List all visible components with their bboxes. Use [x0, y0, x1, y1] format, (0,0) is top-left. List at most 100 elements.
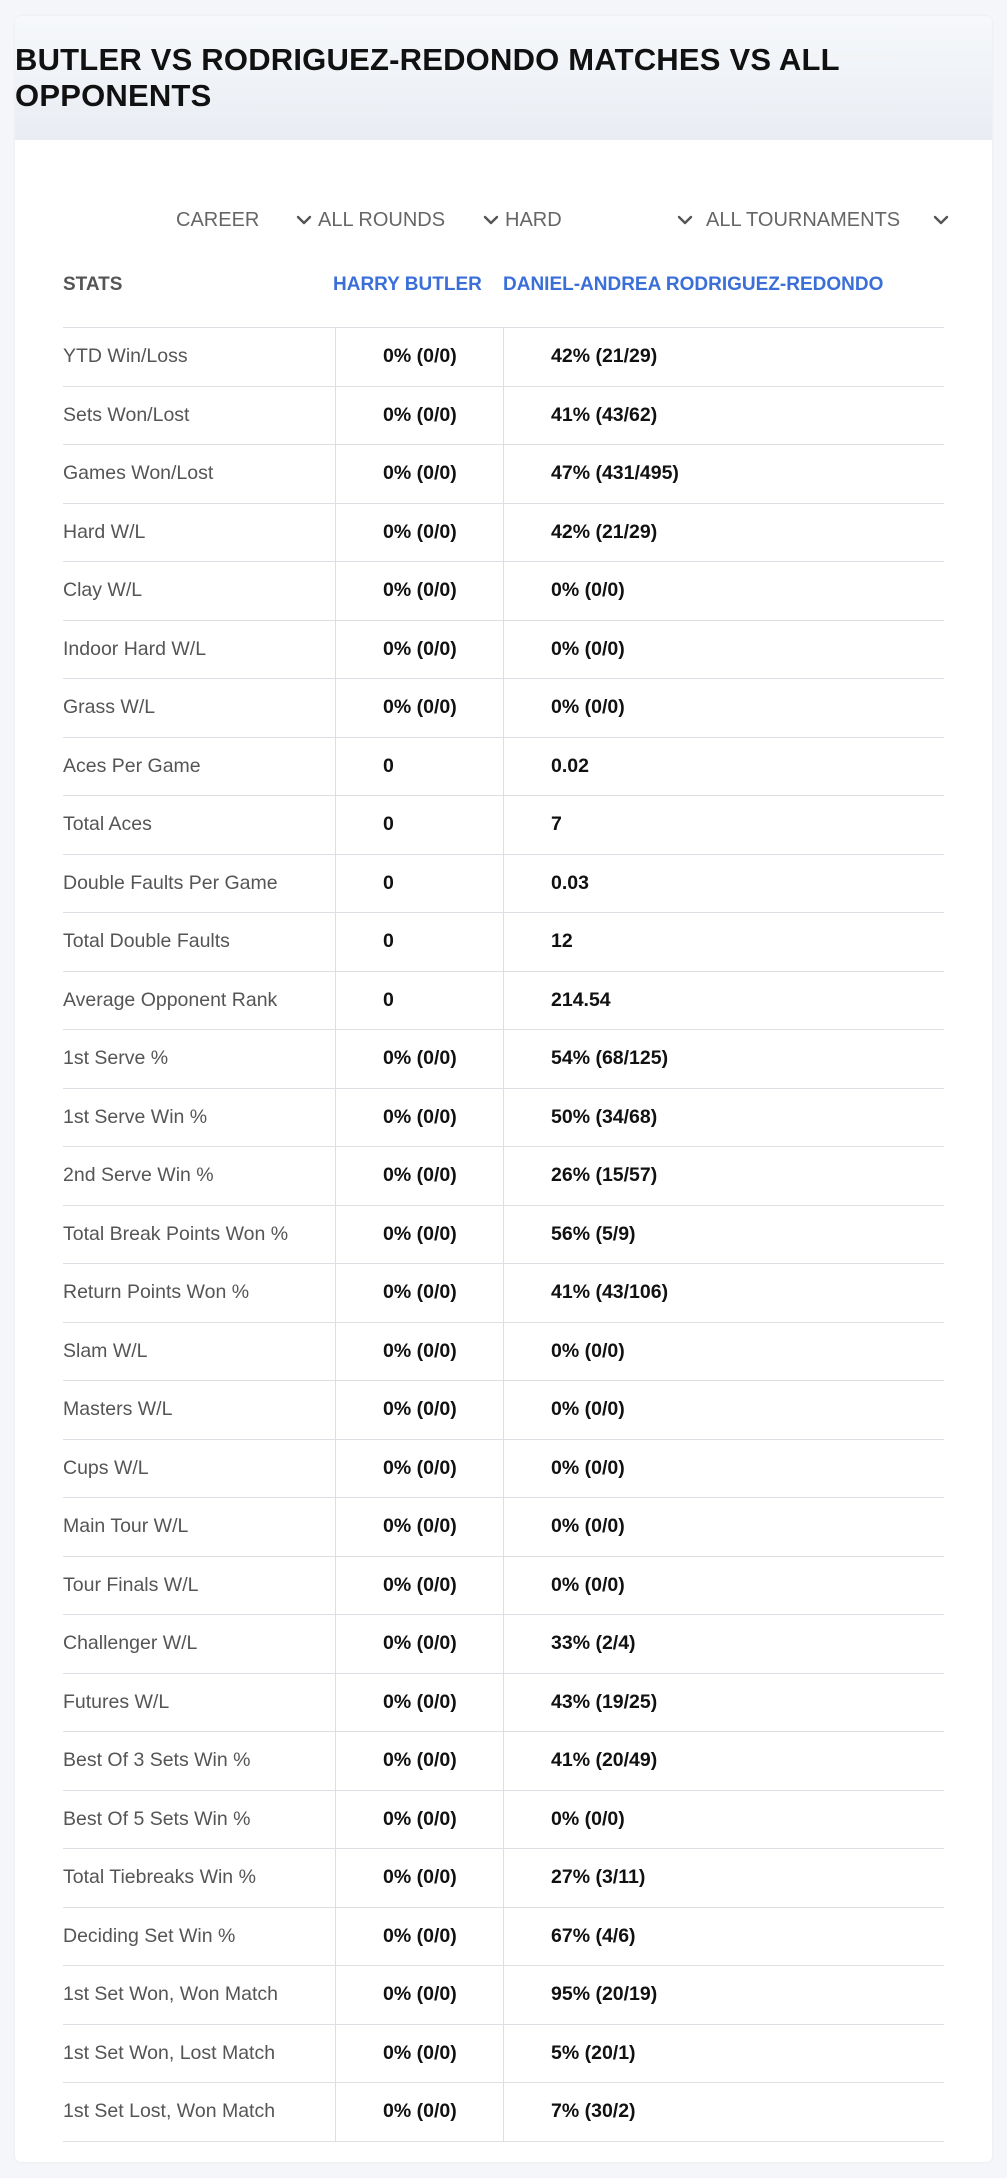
player2-value: 26% (15/57) — [503, 1147, 944, 1205]
player1-value: 0% (0/0) — [335, 1205, 503, 1263]
player2-value: 0% (0/0) — [503, 562, 944, 620]
player2-value: 0% (0/0) — [503, 1439, 944, 1497]
player2-value: 5% (20/1) — [503, 2024, 944, 2082]
player1-value: 0% (0/0) — [335, 2083, 503, 2141]
stats-card: BUTLER VS RODRIGUEZ-REDONDO MATCHES VS A… — [15, 16, 992, 2162]
player2-link[interactable]: DANIEL-ANDREA RODRIGUEZ-REDONDO — [503, 274, 884, 295]
player1-value: 0% (0/0) — [335, 1673, 503, 1731]
player2-value: 214.54 — [503, 971, 944, 1029]
table-row: Tour Finals W/L 0% (0/0) 0% (0/0) — [63, 1556, 944, 1615]
surface-select-value: HARD — [505, 208, 562, 231]
stat-label: Tour Finals W/L — [63, 1573, 199, 1596]
table-row: Total Tiebreaks Win % 0% (0/0) 27% (3/11… — [63, 1849, 944, 1908]
player1-value: 0% (0/0) — [335, 1498, 503, 1556]
table-row: Clay W/L 0% (0/0) 0% (0/0) — [63, 562, 944, 621]
stat-label: Clay W/L — [63, 579, 143, 602]
stat-label: 1st Serve % — [63, 1047, 169, 1070]
player2-value: 41% (43/106) — [503, 1264, 944, 1322]
player1-value: 0 — [335, 737, 503, 795]
player2-value: 12 — [503, 913, 944, 971]
table-row: Futures W/L 0% (0/0) 43% (19/25) — [63, 1673, 944, 1732]
chevron-down-icon — [931, 210, 951, 230]
player2-value: 0% (0/0) — [503, 620, 944, 678]
player2-value: 0% (0/0) — [503, 1381, 944, 1439]
table-row: 1st Set Won, Lost Match 0% (0/0) 5% (20/… — [63, 2024, 944, 2083]
table-row: 2nd Serve Win % 0% (0/0) 26% (15/57) — [63, 1147, 944, 1206]
table-row: Best Of 3 Sets Win % 0% (0/0) 41% (20/49… — [63, 1732, 944, 1791]
player2-value: 0.02 — [503, 737, 944, 795]
stat-label: Total Aces — [63, 813, 152, 836]
table-row: Indoor Hard W/L 0% (0/0) 0% (0/0) — [63, 620, 944, 679]
stat-label: Double Faults Per Game — [63, 871, 278, 894]
table-row: Slam W/L 0% (0/0) 0% (0/0) — [63, 1322, 944, 1381]
stats-table: STATS HARRY BUTLER DANIEL-ANDREA RODRIGU… — [63, 256, 944, 2142]
player1-value: 0% (0/0) — [335, 328, 503, 386]
stat-label: Total Tiebreaks Win % — [63, 1866, 256, 1889]
player1-value: 0% (0/0) — [335, 1381, 503, 1439]
player1-value: 0% (0/0) — [335, 679, 503, 737]
table-row: Aces Per Game 0 0.02 — [63, 737, 944, 796]
stat-label: Indoor Hard W/L — [63, 637, 207, 660]
stat-label: Hard W/L — [63, 520, 146, 543]
player2-value: 42% (21/29) — [503, 328, 944, 386]
surface-select[interactable]: HARD — [505, 196, 695, 244]
table-row: Average Opponent Rank 0 214.54 — [63, 971, 944, 1030]
player1-value: 0% (0/0) — [335, 562, 503, 620]
player2-value: 47% (431/495) — [503, 445, 944, 503]
player1-value: 0% (0/0) — [335, 1322, 503, 1380]
player2-value: 54% (68/125) — [503, 1030, 944, 1088]
stat-label: Slam W/L — [63, 1339, 148, 1362]
player2-value: 0% (0/0) — [503, 1556, 944, 1614]
table-row: Grass W/L 0% (0/0) 0% (0/0) — [63, 679, 944, 738]
table-row: 1st Set Lost, Won Match 0% (0/0) 7% (30/… — [63, 2083, 944, 2142]
table-row: Masters W/L 0% (0/0) 0% (0/0) — [63, 1381, 944, 1440]
stat-label: 2nd Serve Win % — [63, 1164, 214, 1187]
player2-value: 56% (5/9) — [503, 1205, 944, 1263]
stat-label: 1st Serve Win % — [63, 1105, 208, 1128]
player1-value: 0% (0/0) — [335, 1615, 503, 1673]
tournaments-select-value: ALL TOURNAMENTS — [706, 208, 901, 231]
table-header: STATS HARRY BUTLER DANIEL-ANDREA RODRIGU… — [63, 256, 944, 328]
stat-label: Cups W/L — [63, 1456, 149, 1479]
stat-label: Aces Per Game — [63, 754, 201, 777]
stat-label: Futures W/L — [63, 1690, 170, 1713]
table-body: YTD Win/Loss 0% (0/0) 42% (21/29) Sets W… — [63, 328, 944, 2142]
table-row: Total Break Points Won % 0% (0/0) 56% (5… — [63, 1205, 944, 1264]
tournaments-select[interactable]: ALL TOURNAMENTS — [706, 196, 951, 244]
player1-value: 0% (0/0) — [335, 1966, 503, 2024]
player2-value: 0% (0/0) — [503, 1790, 944, 1848]
period-select[interactable]: CAREER — [176, 196, 314, 244]
player1-value: 0% (0/0) — [335, 386, 503, 444]
page-header: BUTLER VS RODRIGUEZ-REDONDO MATCHES VS A… — [15, 16, 992, 140]
stat-label: Total Double Faults — [63, 930, 230, 953]
filter-bar: CAREER ALL ROUNDS HARD ALL TOURNAMENTS — [15, 196, 992, 244]
player1-link[interactable]: HARRY BUTLER — [333, 274, 482, 295]
player1-value: 0 — [335, 971, 503, 1029]
table-row: YTD Win/Loss 0% (0/0) 42% (21/29) — [63, 328, 944, 387]
rounds-select-value: ALL ROUNDS — [318, 208, 446, 231]
player1-value: 0% (0/0) — [335, 1088, 503, 1146]
stat-label: 1st Set Won, Lost Match — [63, 2041, 276, 2064]
stat-label: 1st Set Won, Won Match — [63, 1983, 278, 2006]
stat-label: Grass W/L — [63, 696, 156, 719]
period-select-value: CAREER — [176, 208, 260, 231]
player1-value: 0% (0/0) — [335, 445, 503, 503]
player1-value: 0% (0/0) — [335, 1790, 503, 1848]
player1-value: 0 — [335, 854, 503, 912]
table-row: Hard W/L 0% (0/0) 42% (21/29) — [63, 503, 944, 562]
player2-value: 0% (0/0) — [503, 1498, 944, 1556]
stats-column-header: STATS — [63, 274, 123, 295]
chevron-down-icon — [481, 210, 501, 230]
player2-value: 67% (4/6) — [503, 1907, 944, 1965]
player1-value: 0% (0/0) — [335, 1264, 503, 1322]
stat-label: Total Break Points Won % — [63, 1222, 289, 1245]
player2-value: 95% (20/19) — [503, 1966, 944, 2024]
player2-value: 0.03 — [503, 854, 944, 912]
stat-label: Challenger W/L — [63, 1632, 198, 1655]
player1-value: 0% (0/0) — [335, 1849, 503, 1907]
player2-value: 41% (20/49) — [503, 1732, 944, 1790]
rounds-select[interactable]: ALL ROUNDS — [318, 196, 501, 244]
stat-label: Best Of 5 Sets Win % — [63, 1807, 251, 1830]
player2-value: 42% (21/29) — [503, 503, 944, 561]
player1-value: 0% (0/0) — [335, 1147, 503, 1205]
